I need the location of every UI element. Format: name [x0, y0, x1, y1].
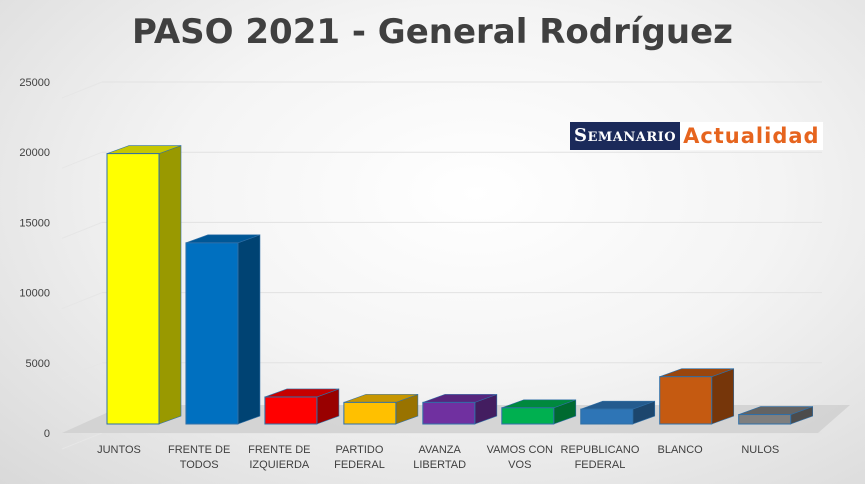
bar-4: [422, 401, 476, 425]
y-gridline-side: [61, 221, 103, 239]
x-tick-label: VOS: [508, 459, 531, 471]
bar-3: [343, 401, 397, 425]
y-gridline-side: [61, 151, 103, 169]
x-tick-label: FEDERAL: [575, 459, 626, 471]
logo-semanario-text: Semanario: [570, 122, 681, 150]
y-tick-label: 20000: [19, 147, 50, 159]
y-tick-label: 0: [44, 428, 50, 440]
bar-0: [106, 153, 160, 425]
bar-side-7: [711, 368, 735, 425]
x-tick-label: VAMOS CON: [487, 444, 553, 456]
semanario-actualidad-logo: Semanario Actualidad: [570, 122, 823, 150]
y-gridline-side: [61, 81, 103, 99]
y-tick-label: 15000: [19, 217, 50, 229]
x-tick-label: FRENTE DE: [248, 444, 310, 456]
bar-side-0: [158, 145, 182, 425]
x-tick-label: JUNTOS: [97, 444, 141, 456]
y-tick-label: 5000: [26, 358, 50, 370]
x-tick-label: PARTIDO: [336, 444, 384, 456]
bar-5: [501, 407, 555, 425]
bar-8: [738, 414, 792, 425]
x-tick-label: REPUBLICANO: [561, 444, 640, 456]
x-tick-label: AVANZA: [418, 444, 461, 456]
y-tick-label: 10000: [19, 288, 50, 300]
bar-2: [264, 396, 318, 425]
bar-7: [659, 376, 713, 425]
x-tick-label: FRENTE DE: [168, 444, 230, 456]
y-gridline-side: [61, 432, 103, 450]
y-gridline-side: [61, 362, 103, 380]
logo-actualidad-text: Actualidad: [680, 122, 823, 150]
bar-1: [185, 242, 239, 425]
chart-title: PASO 2021 - General Rodríguez: [132, 12, 733, 52]
x-tick-label: IZQUIERDA: [249, 459, 310, 471]
x-tick-label: TODOS: [180, 459, 219, 471]
y-gridline-side: [61, 292, 103, 310]
bar-6: [580, 408, 634, 425]
x-tick-label: NULOS: [741, 444, 779, 456]
y-tick-label: 25000: [19, 77, 50, 89]
x-tick-label: BLANCO: [657, 444, 703, 456]
x-tick-label: LIBERTAD: [413, 459, 466, 471]
bar-side-1: [237, 234, 261, 425]
x-tick-label: FEDERAL: [334, 459, 385, 471]
